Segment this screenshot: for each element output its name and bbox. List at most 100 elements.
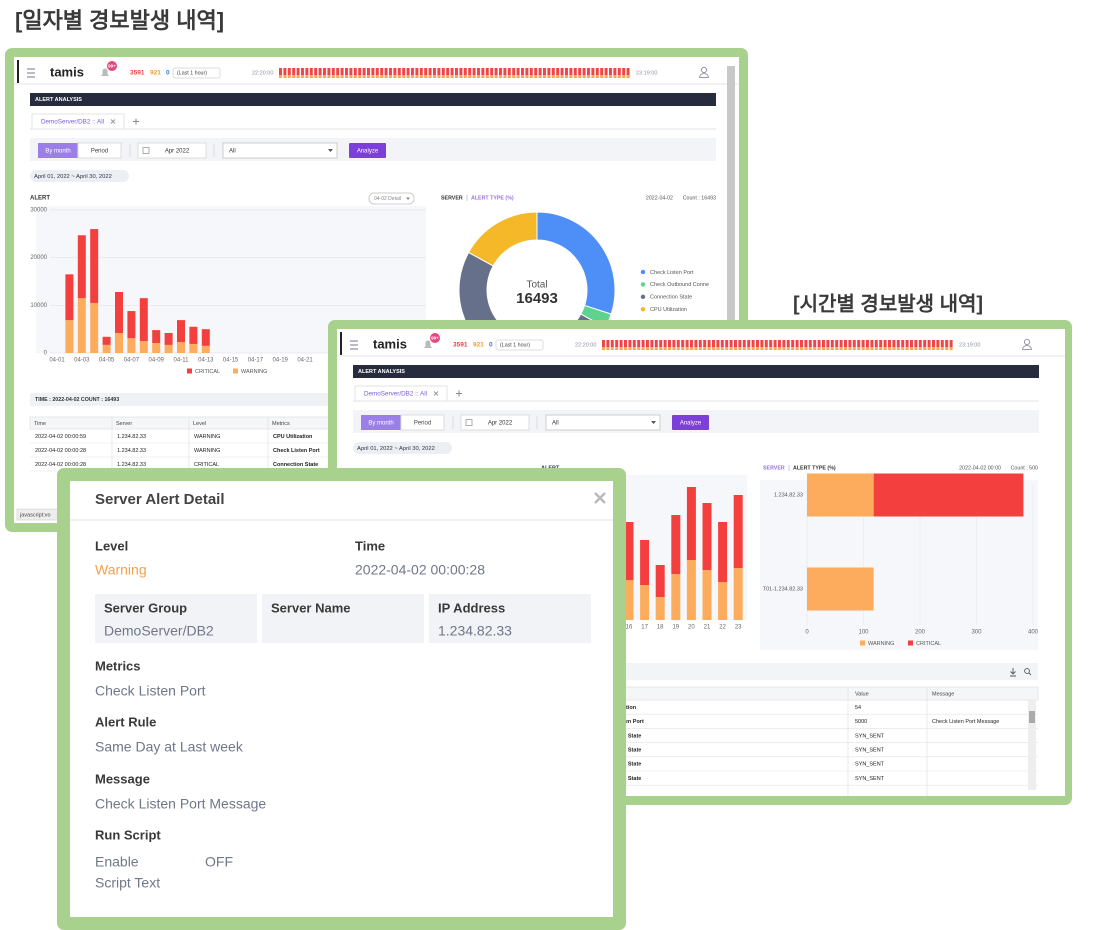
table-cell: 2022-04-02 00:00:28 — [35, 462, 86, 468]
filter: All — [229, 148, 236, 154]
bar-segment — [686, 560, 696, 620]
x-tick-label: 23 — [735, 625, 742, 631]
filter-dropdown[interactable] — [545, 414, 661, 431]
field-label: Time — [355, 538, 385, 553]
legend-swatch — [233, 368, 238, 374]
field-value: OFF — [205, 854, 233, 870]
x-tick-label: 04-21 — [297, 358, 313, 364]
table-cell: 1.234.82.33 — [117, 434, 146, 440]
count-normal: 0 — [166, 70, 170, 77]
x-tick-label: 22 — [719, 625, 726, 631]
dropdown-arrow — [651, 421, 656, 424]
month-picker[interactable] — [137, 142, 207, 159]
logo: tamis — [50, 64, 84, 79]
info-box — [95, 594, 257, 643]
chart-date: 2022-04-02 00:00 — [959, 465, 1001, 471]
field-label: Alert Rule — [95, 714, 156, 729]
bar-segment — [177, 342, 185, 353]
tab-close — [110, 119, 116, 124]
field-value: Warning — [95, 562, 147, 578]
filter-dropdown[interactable] — [222, 142, 338, 159]
count-warning: 921 — [150, 70, 161, 77]
table-cell: 2022-04-02 00:00:28 — [35, 448, 86, 454]
analyze-button[interactable] — [349, 143, 386, 158]
by-month-button[interactable] — [361, 415, 401, 430]
count-critical: 3591 — [130, 70, 145, 77]
count-normal: 0 — [489, 342, 493, 349]
bar-segment — [718, 582, 728, 620]
count-critical: 3591 — [453, 342, 468, 349]
bar-segment — [655, 565, 665, 597]
legend-label: Check Listen Port — [650, 270, 694, 276]
tab-server: SERVER — [763, 465, 785, 471]
x-tick-label: 21 — [704, 625, 711, 631]
time-end: 23:19:00 — [959, 342, 980, 348]
period-label: Period — [414, 420, 431, 426]
table-cell: CRITICAL — [194, 462, 219, 468]
month: Apr 2022 — [165, 148, 190, 154]
legend-label: CRITICAL — [195, 369, 220, 375]
month: Apr 2022 — [488, 420, 513, 426]
bar-segment — [164, 332, 173, 345]
table-cell: SYN_SENT — [855, 776, 885, 782]
legend-label: CPU Utilization — [650, 307, 687, 313]
time-start: 22:20:00 — [252, 70, 273, 76]
bar-segment — [65, 274, 74, 321]
bar-segment — [201, 329, 210, 346]
bar-segment — [139, 298, 148, 342]
column-header: Server — [116, 421, 132, 427]
field-label: Metrics — [95, 658, 141, 673]
y-tick-label: 0 — [44, 351, 48, 357]
column-header: Value — [855, 691, 869, 697]
column-header: Level — [193, 421, 206, 427]
field-value: Same Day at Last week — [95, 739, 244, 755]
month-picker[interactable] — [460, 414, 530, 431]
close-button[interactable] — [594, 492, 606, 504]
date-range-pill — [353, 442, 452, 454]
section-bar — [353, 365, 1039, 378]
table-cell: SYN_SENT — [855, 762, 885, 768]
field-label: Level — [95, 538, 128, 553]
period-button[interactable] — [400, 414, 445, 431]
date-range: April 01, 2022 ~ April 30, 2022 — [357, 446, 435, 452]
by-month-button[interactable] — [38, 143, 78, 158]
badge — [107, 61, 117, 71]
x-tick-label: 16 — [626, 625, 633, 631]
bar-segment — [102, 344, 111, 353]
legend-dot — [640, 269, 646, 275]
bar-segment — [177, 320, 185, 343]
bar-segment — [733, 495, 743, 568]
field-value: Check Listen Port — [95, 683, 206, 699]
period-button[interactable] — [77, 142, 122, 159]
scrollbar — [727, 66, 735, 505]
legend-dot — [640, 282, 646, 287]
analyze-button[interactable] — [672, 415, 709, 430]
bell-icon — [424, 340, 432, 348]
section-bar — [30, 93, 716, 106]
legend-dot — [640, 307, 646, 312]
time-start: 22:20:00 — [575, 342, 596, 348]
legend-label: WARNING — [868, 641, 894, 647]
bar-segment — [807, 567, 874, 611]
bar-segment — [90, 229, 99, 303]
column-header: Time — [34, 421, 46, 427]
x-tick-label: 04-13 — [198, 358, 214, 364]
x-tick-label: 04-07 — [124, 358, 140, 364]
bar-segment — [127, 311, 136, 339]
x-tick-label: 04-17 — [248, 358, 264, 364]
by-month-label: By month — [368, 420, 393, 426]
x-tick-label: 0 — [805, 630, 809, 636]
detail-button[interactable] — [368, 192, 415, 205]
side-line — [340, 332, 342, 355]
timeline — [279, 68, 631, 78]
panel: Server Alert Detail Level Warning Time 2022-… — [70, 481, 613, 917]
table-cell: n State — [623, 747, 641, 753]
bar-segment — [65, 320, 74, 353]
x-tick-label: 19 — [672, 625, 679, 631]
table-cell: 2022-04-02 00:00:59 — [35, 434, 86, 440]
bar-segment — [873, 473, 1024, 517]
status-text: javascript:vo — [19, 512, 51, 518]
y-tick-label: 10000 — [30, 303, 47, 309]
column-header: Message — [932, 691, 954, 697]
section-title: ALERT ANALYSIS — [358, 369, 405, 375]
